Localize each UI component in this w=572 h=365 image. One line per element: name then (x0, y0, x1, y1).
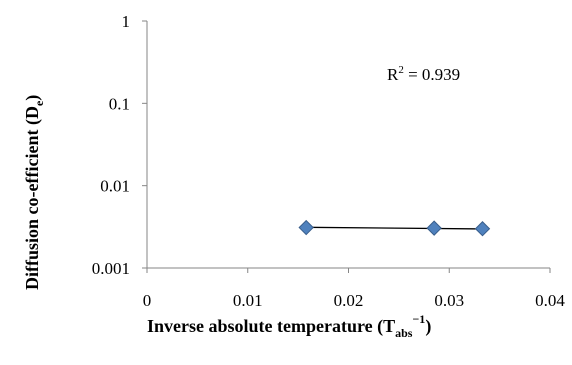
x-tick-label: 0.02 (334, 291, 364, 310)
y-tick-label: 0.001 (92, 259, 130, 278)
x-tick-labels: 0 0.01 0.02 0.03 0.04 (143, 291, 566, 310)
y-tick-label: 0.1 (109, 94, 130, 113)
x-tick-label: 0.04 (535, 291, 565, 310)
trendline (306, 226, 483, 230)
data-points (298, 219, 491, 237)
x-tick-label: 0.03 (434, 291, 464, 310)
axes (142, 20, 551, 273)
trendline-segment (306, 226, 483, 230)
x-tick-label: 0.01 (233, 291, 263, 310)
data-point (426, 220, 442, 236)
y-tick-labels: 1 0.1 0.01 0.001 (92, 12, 130, 278)
r-squared-annotation: R2 = 0.939 (387, 64, 460, 84)
x-tick-label: 0 (143, 291, 152, 310)
y-axis-title: Diffusion co-efficient (De) (22, 95, 46, 290)
y-tick-label: 1 (122, 12, 131, 31)
data-point (474, 221, 491, 237)
data-point (298, 219, 314, 236)
y-tick-label: 0.01 (100, 177, 130, 196)
x-axis-title: Inverse absolute temperature (Tabs−1) (147, 312, 431, 340)
